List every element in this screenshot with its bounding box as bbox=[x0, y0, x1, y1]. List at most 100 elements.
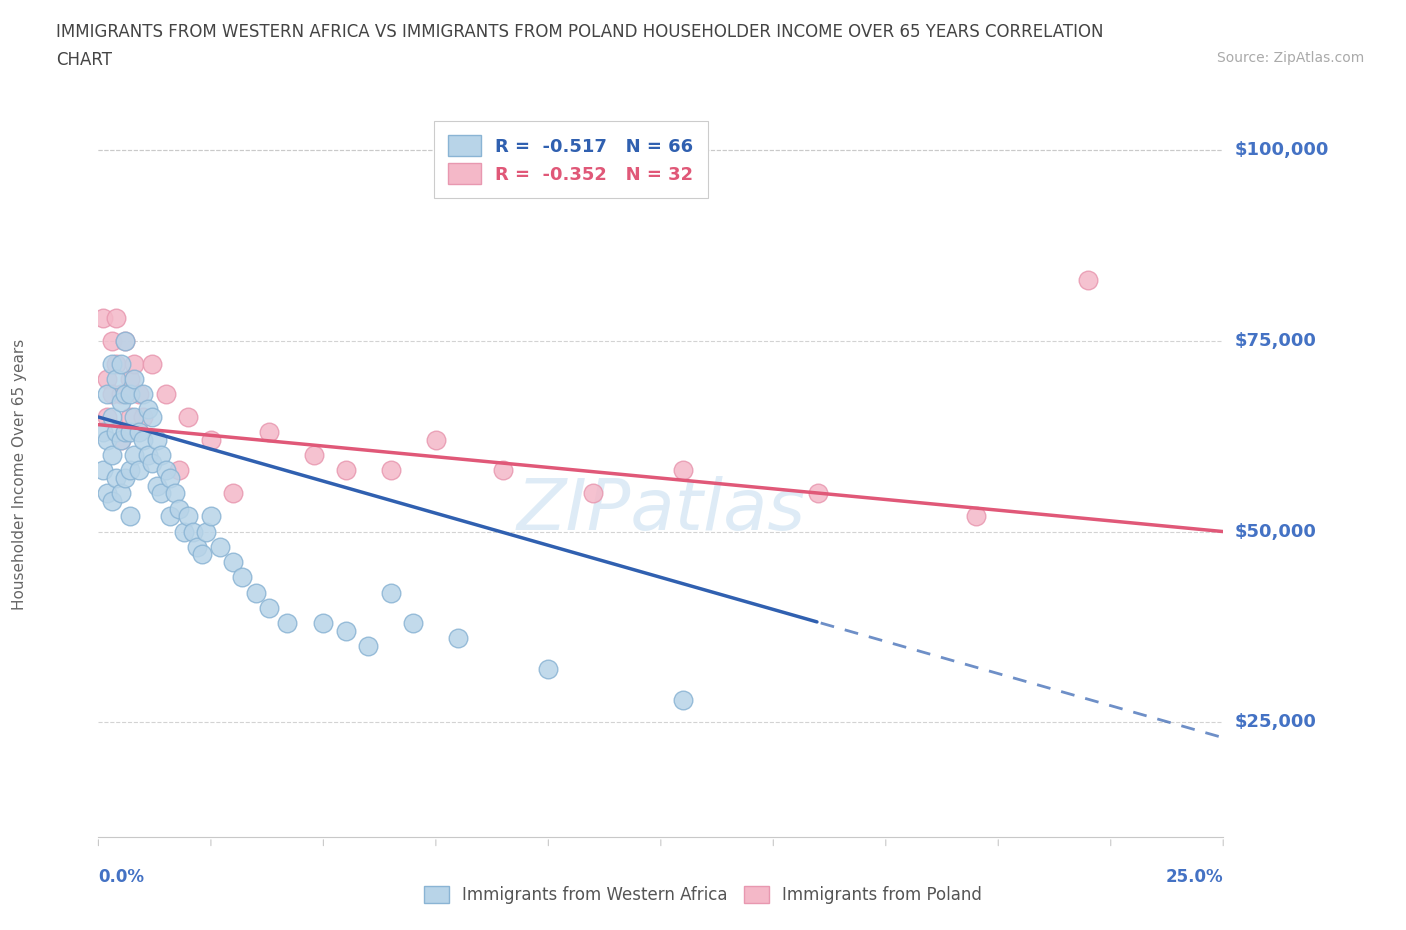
Point bbox=[101, 333, 124, 348]
Point bbox=[141, 356, 163, 371]
Text: $100,000: $100,000 bbox=[1234, 140, 1329, 159]
Point bbox=[163, 486, 186, 501]
Point bbox=[169, 463, 191, 478]
Point bbox=[96, 486, 118, 501]
Point bbox=[114, 387, 136, 402]
Point bbox=[672, 692, 695, 707]
Point bbox=[96, 432, 118, 447]
Point bbox=[492, 463, 515, 478]
Point bbox=[177, 509, 200, 524]
Point bbox=[136, 447, 159, 462]
Point bbox=[124, 371, 146, 386]
Point bbox=[101, 447, 124, 462]
Point bbox=[159, 471, 181, 485]
Point bbox=[101, 409, 124, 424]
Point bbox=[96, 409, 118, 424]
Point bbox=[222, 554, 245, 569]
Legend: R =  -0.517   N = 66, R =  -0.352   N = 32: R = -0.517 N = 66, R = -0.352 N = 32 bbox=[434, 121, 707, 198]
Text: 0.0%: 0.0% bbox=[98, 868, 145, 885]
Point bbox=[141, 456, 163, 471]
Point bbox=[186, 539, 208, 554]
Point bbox=[132, 387, 155, 402]
Point bbox=[110, 387, 132, 402]
Point bbox=[146, 478, 169, 493]
Point bbox=[105, 356, 128, 371]
Text: Source: ZipAtlas.com: Source: ZipAtlas.com bbox=[1216, 51, 1364, 65]
Point bbox=[222, 486, 245, 501]
Point bbox=[159, 509, 181, 524]
Point bbox=[118, 509, 141, 524]
Point bbox=[101, 356, 124, 371]
Point bbox=[114, 333, 136, 348]
Point bbox=[91, 311, 114, 325]
Point bbox=[110, 432, 132, 447]
Point bbox=[231, 570, 253, 585]
Point bbox=[110, 486, 132, 501]
Point bbox=[200, 432, 222, 447]
Point bbox=[447, 631, 470, 646]
Text: $75,000: $75,000 bbox=[1234, 332, 1316, 350]
Point bbox=[807, 868, 830, 883]
Point bbox=[195, 525, 218, 539]
Point bbox=[537, 661, 560, 676]
Point bbox=[124, 409, 146, 424]
Point bbox=[200, 509, 222, 524]
Point bbox=[105, 425, 128, 440]
Text: IMMIGRANTS FROM WESTERN AFRICA VS IMMIGRANTS FROM POLAND HOUSEHOLDER INCOME OVER: IMMIGRANTS FROM WESTERN AFRICA VS IMMIGR… bbox=[56, 23, 1104, 41]
Point bbox=[146, 432, 169, 447]
Point bbox=[105, 311, 128, 325]
Point bbox=[114, 425, 136, 440]
Point bbox=[208, 539, 231, 554]
Text: Householder Income Over 65 years: Householder Income Over 65 years bbox=[13, 339, 27, 610]
Point bbox=[150, 447, 173, 462]
Point bbox=[312, 616, 335, 631]
Point bbox=[101, 494, 124, 509]
Text: 25.0%: 25.0% bbox=[1166, 868, 1223, 885]
Point bbox=[132, 432, 155, 447]
Point bbox=[114, 471, 136, 485]
Point bbox=[124, 356, 146, 371]
Legend: Immigrants from Western Africa, Immigrants from Poland: Immigrants from Western Africa, Immigran… bbox=[415, 878, 991, 912]
Point bbox=[118, 409, 141, 424]
Point bbox=[132, 409, 155, 424]
Point bbox=[173, 525, 195, 539]
Point bbox=[105, 471, 128, 485]
Point bbox=[91, 463, 114, 478]
Point bbox=[335, 623, 357, 638]
Text: CHART: CHART bbox=[56, 51, 112, 69]
Text: $50,000: $50,000 bbox=[1234, 523, 1316, 540]
Point bbox=[169, 501, 191, 516]
Point bbox=[110, 356, 132, 371]
Point bbox=[96, 387, 118, 402]
Point bbox=[155, 387, 177, 402]
Point bbox=[276, 616, 298, 631]
Text: $25,000: $25,000 bbox=[1234, 713, 1316, 732]
Point bbox=[136, 402, 159, 417]
Point bbox=[672, 463, 695, 478]
Point bbox=[128, 425, 150, 440]
Point bbox=[128, 463, 150, 478]
Point bbox=[96, 371, 118, 386]
Point bbox=[181, 525, 204, 539]
Point bbox=[304, 447, 326, 462]
Point bbox=[402, 616, 425, 631]
Text: ZIPatlas: ZIPatlas bbox=[516, 476, 806, 545]
Point bbox=[191, 547, 214, 562]
Point bbox=[357, 639, 380, 654]
Point bbox=[259, 425, 281, 440]
Point bbox=[807, 486, 830, 501]
Point bbox=[118, 425, 141, 440]
Point bbox=[245, 585, 267, 600]
Point bbox=[91, 425, 114, 440]
Point bbox=[155, 463, 177, 478]
Point bbox=[425, 432, 447, 447]
Point bbox=[177, 409, 200, 424]
Point bbox=[105, 371, 128, 386]
Point bbox=[128, 387, 150, 402]
Point bbox=[335, 463, 357, 478]
Point bbox=[259, 601, 281, 616]
Point bbox=[114, 333, 136, 348]
Point bbox=[1077, 272, 1099, 287]
Point bbox=[118, 387, 141, 402]
Point bbox=[124, 447, 146, 462]
